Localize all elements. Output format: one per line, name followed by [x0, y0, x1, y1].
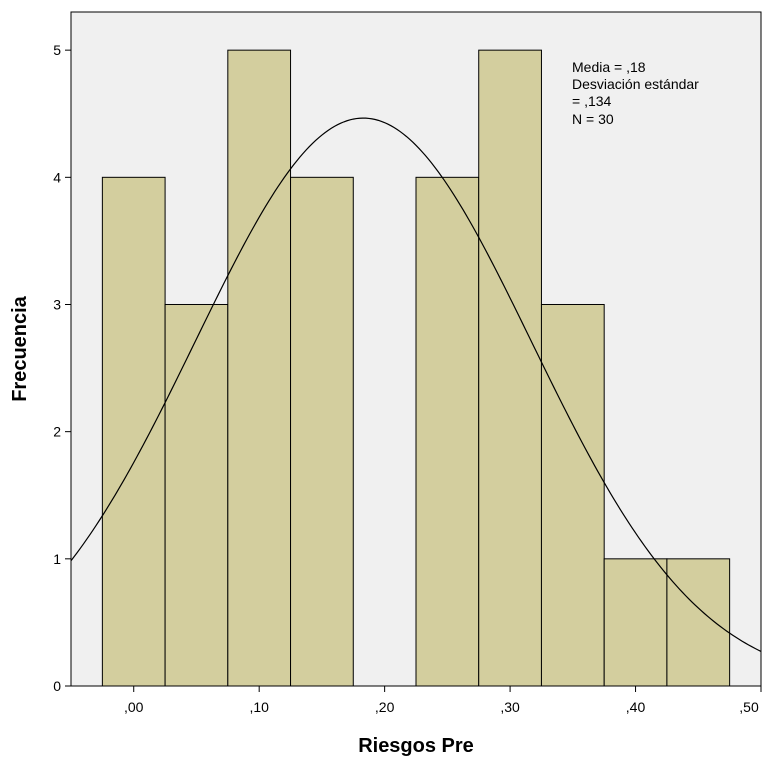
x-tick-label: ,40	[626, 699, 646, 715]
x-axis: ,00 ,10 ,20 ,30 ,40 ,50	[124, 686, 762, 715]
y-tick-label: 1	[53, 551, 61, 567]
normal-curve-line	[70, 117, 762, 652]
stat-sd-value: = ,134	[572, 93, 612, 109]
x-tick-label: ,50	[739, 699, 759, 715]
y-tick-label: 4	[53, 169, 61, 185]
histogram-bar	[227, 49, 292, 687]
histogram-bar	[666, 558, 731, 687]
histogram-bar	[603, 558, 668, 687]
histogram-bar	[478, 49, 542, 687]
stats-annotation: Media = ,18 Desviación estándar = ,134 N…	[572, 59, 699, 127]
stat-sd-label: Desviación estándar	[572, 76, 699, 92]
histogram-bar	[101, 176, 166, 687]
y-tick-label: 2	[53, 424, 61, 440]
x-tick-label: ,30	[500, 699, 520, 715]
y-tick-label: 3	[53, 296, 61, 312]
histogram-bar	[290, 176, 354, 687]
y-tick-label: 0	[53, 678, 61, 694]
x-tick-label: ,00	[124, 699, 144, 715]
y-axis: 0 1 2 3 4 5	[53, 42, 71, 694]
histogram-bar	[164, 303, 229, 687]
x-axis-title: Riesgos Pre	[358, 735, 474, 757]
y-axis-title: Frecuencia	[9, 295, 31, 401]
y-tick-label: 5	[53, 42, 61, 58]
x-tick-label: ,20	[375, 699, 395, 715]
histogram-bar	[415, 176, 480, 687]
histogram-bar	[540, 303, 605, 687]
stat-n: N = 30	[572, 111, 614, 127]
x-tick-label: ,10	[249, 699, 269, 715]
stat-mean: Media = ,18	[572, 59, 646, 75]
bars-layer	[101, 49, 731, 687]
